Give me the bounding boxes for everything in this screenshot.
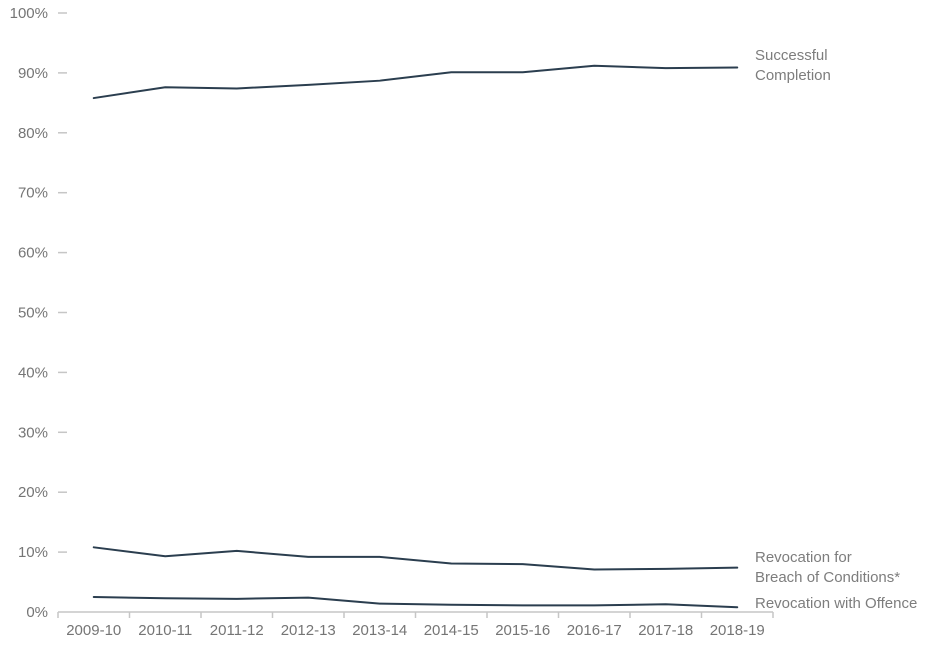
x-axis-label: 2013-14 bbox=[352, 622, 407, 639]
y-axis-label: 10% bbox=[18, 544, 48, 561]
x-axis-label: 2011-12 bbox=[210, 622, 264, 639]
x-axis: 2009-10 2010-11 2011-12 2012-13 2013-14 2014-… bbox=[57, 611, 774, 639]
y-axis-label: 30% bbox=[18, 424, 48, 441]
series-line-2 bbox=[92, 596, 739, 609]
y-axis-label: 60% bbox=[18, 245, 48, 262]
x-axis-label: 2014-15 bbox=[424, 622, 479, 639]
x-axis-label: 2016-17 bbox=[567, 622, 622, 639]
x-axis-label: 2017-18 bbox=[638, 622, 693, 639]
y-axis-label: 40% bbox=[18, 364, 48, 381]
series-label-revocation-with-offence: Revocation with Offence bbox=[755, 595, 918, 612]
x-axis-label: 2009-10 bbox=[66, 622, 121, 639]
y-axis-label: 0% bbox=[26, 604, 48, 621]
series-label-successful-completion: Successful Completion bbox=[755, 47, 831, 84]
x-axis-label: 2010-11 bbox=[138, 622, 192, 639]
y-axis-label: 50% bbox=[18, 305, 48, 322]
y-axis-label: 80% bbox=[18, 125, 48, 142]
series-label-revocation-for-breach-of-conditions: Revocation for Breach of Conditions* bbox=[755, 549, 901, 586]
y-axis-label: 90% bbox=[18, 65, 48, 82]
series-lines bbox=[92, 64, 739, 609]
y-axis: 0% 10% 20% 30% 40% 50% 60% 70% 80% 90% 100% bbox=[10, 5, 67, 621]
x-axis-label: 2015-16 bbox=[495, 622, 550, 639]
x-axis-label: 2012-13 bbox=[281, 622, 336, 639]
y-axis-label: 70% bbox=[18, 185, 48, 202]
series-line-0 bbox=[92, 64, 739, 100]
x-axis-label: 2018-19 bbox=[710, 622, 765, 639]
y-axis-label: 100% bbox=[10, 5, 48, 22]
series-line-1 bbox=[92, 546, 739, 571]
y-axis-label: 20% bbox=[18, 484, 48, 501]
